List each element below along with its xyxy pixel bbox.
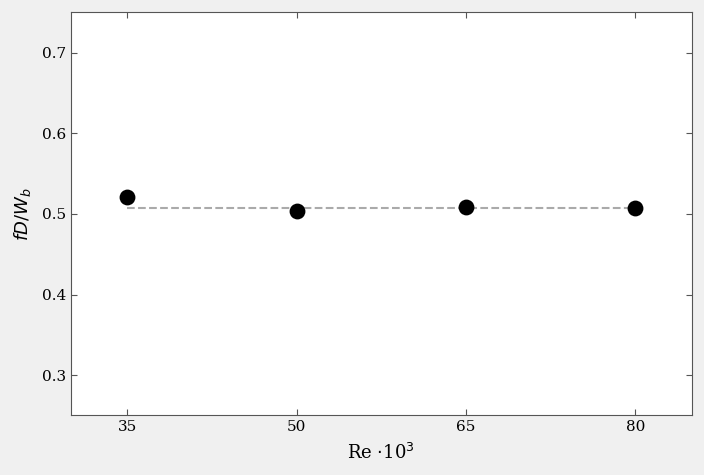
Y-axis label: $fD/W_b$: $fD/W_b$ [12, 187, 33, 240]
Point [291, 208, 302, 215]
Point [460, 204, 472, 211]
X-axis label: Re $\cdot$10$^3$: Re $\cdot$10$^3$ [347, 443, 415, 463]
Point [122, 193, 133, 201]
Point [629, 204, 641, 212]
